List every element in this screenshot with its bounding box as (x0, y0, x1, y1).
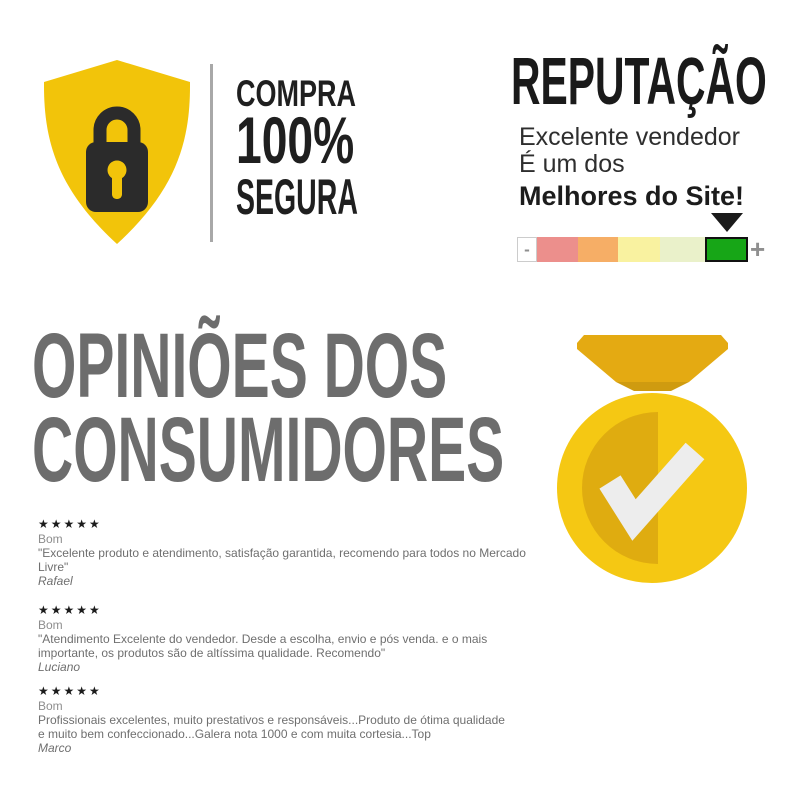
opinions-title-line1: OPINIÕES DOS (32, 315, 448, 417)
secure-purchase-line2: 100% (236, 103, 355, 177)
reputation-subtitle-1: Excelente vendedor (519, 123, 740, 151)
medal-check-icon (553, 333, 753, 585)
shield-lock-icon (44, 60, 190, 244)
five-star-rating: ★★★★★ (38, 684, 102, 698)
reputation-subtitle-3: Melhores do Site! (519, 181, 745, 211)
review-text: "Excelente produto e atendimento, satisf… (38, 546, 526, 574)
secure-purchase-line3: SEGURA (236, 169, 358, 225)
review-item: ★★★★★ Bom Profissionais excelentes, muit… (38, 684, 658, 755)
review-item: ★★★★★ Bom "Atendimento Excelente do vend… (38, 603, 658, 674)
secure-purchase-badge (36, 56, 198, 248)
vertical-divider (210, 64, 213, 242)
medal-check-svg (557, 335, 747, 583)
review-rating-label: Bom (38, 618, 63, 632)
scale-segment-red (537, 237, 578, 262)
five-star-rating: ★★★★★ (38, 603, 102, 617)
opinions-title-line2: CONSUMIDORES (32, 399, 505, 501)
review-item: ★★★★★ Bom "Excelente produto e atendimen… (38, 517, 658, 588)
scale-segment-orange (578, 237, 618, 262)
review-rating-label: Bom (38, 699, 63, 713)
review-author: Rafael (38, 574, 73, 588)
review-rating-label: Bom (38, 532, 63, 546)
scale-plus-label: + (750, 234, 766, 264)
scale-segment-green-active (705, 237, 748, 262)
reputation-subtitle-2: É um dos (519, 150, 625, 178)
secure-purchase-line1: COMPRA (236, 73, 357, 114)
reputation-title: REPUTAÇÃO (511, 44, 767, 119)
down-triangle-icon (711, 213, 743, 232)
review-author: Marco (38, 741, 72, 755)
review-text: Profissionais excelentes, muito prestati… (38, 713, 505, 741)
scale-segment-minus: - (517, 237, 537, 262)
review-text: "Atendimento Excelente do vendedor. Desd… (38, 632, 488, 660)
scale-segment-yellow (618, 237, 660, 262)
five-star-rating: ★★★★★ (38, 517, 102, 531)
scale-segment-pale-green (660, 237, 705, 262)
review-author: Luciano (38, 660, 81, 674)
reputation-scale: - (517, 237, 748, 262)
